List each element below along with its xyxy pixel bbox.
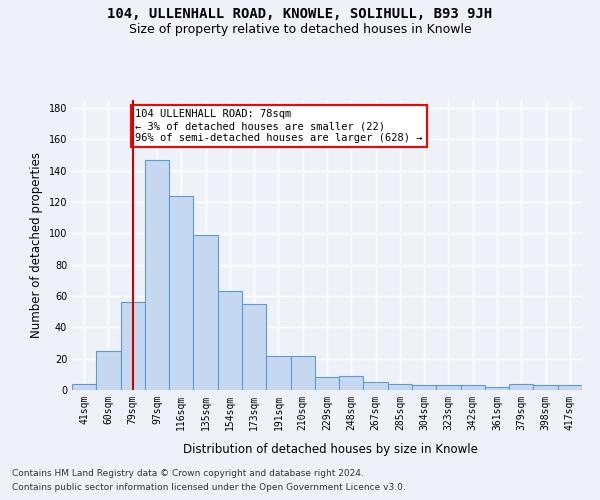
Text: Contains public sector information licensed under the Open Government Licence v3: Contains public sector information licen…	[12, 484, 406, 492]
Bar	[509, 384, 533, 390]
Bar	[315, 378, 339, 390]
Bar	[242, 304, 266, 390]
Bar	[72, 384, 96, 390]
Bar	[533, 386, 558, 390]
Bar	[290, 356, 315, 390]
Bar	[96, 351, 121, 390]
Text: Distribution of detached houses by size in Knowle: Distribution of detached houses by size …	[182, 442, 478, 456]
Bar	[169, 196, 193, 390]
Bar	[339, 376, 364, 390]
Text: Contains HM Land Registry data © Crown copyright and database right 2024.: Contains HM Land Registry data © Crown c…	[12, 468, 364, 477]
Bar	[193, 235, 218, 390]
Text: Size of property relative to detached houses in Knowle: Size of property relative to detached ho…	[128, 22, 472, 36]
Bar	[485, 387, 509, 390]
Bar	[145, 160, 169, 390]
Y-axis label: Number of detached properties: Number of detached properties	[30, 152, 43, 338]
Bar	[461, 386, 485, 390]
Text: 104, ULLENHALL ROAD, KNOWLE, SOLIHULL, B93 9JH: 104, ULLENHALL ROAD, KNOWLE, SOLIHULL, B…	[107, 8, 493, 22]
Bar	[388, 384, 412, 390]
Bar	[558, 386, 582, 390]
Bar	[218, 291, 242, 390]
Bar	[436, 386, 461, 390]
Bar	[121, 302, 145, 390]
Bar	[266, 356, 290, 390]
Text: 104 ULLENHALL ROAD: 78sqm
← 3% of detached houses are smaller (22)
96% of semi-d: 104 ULLENHALL ROAD: 78sqm ← 3% of detach…	[135, 110, 422, 142]
Bar	[364, 382, 388, 390]
Bar	[412, 386, 436, 390]
